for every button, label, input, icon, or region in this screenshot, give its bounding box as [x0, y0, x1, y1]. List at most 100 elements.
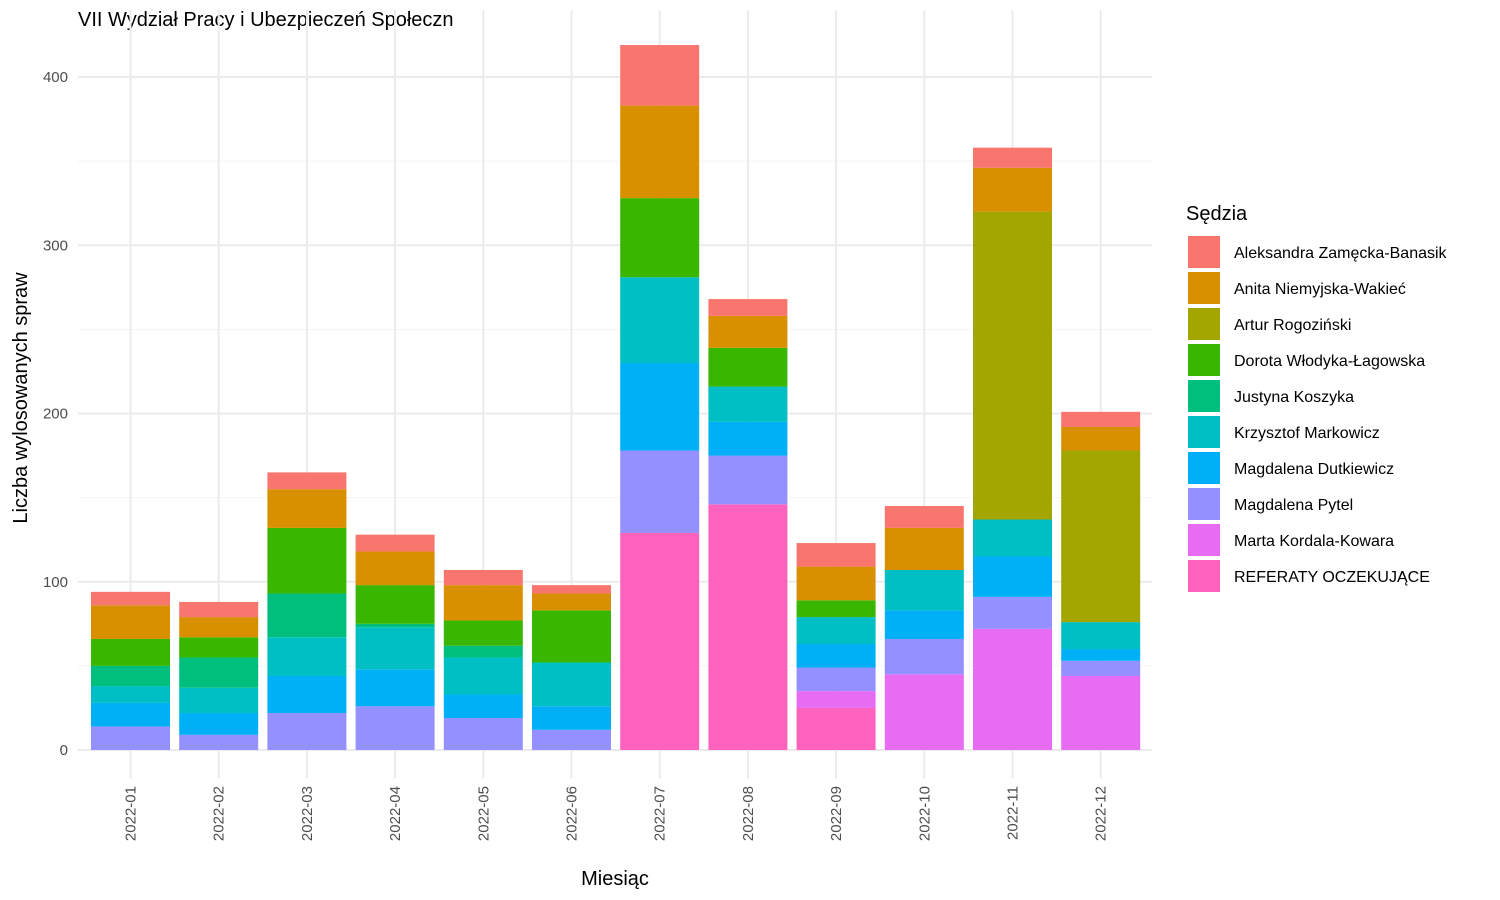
bar-segment: [973, 556, 1052, 597]
y-tick-label: 200: [43, 406, 68, 423]
legend-label: Magdalena Dutkiewicz: [1234, 461, 1394, 478]
y-tick-label: 300: [43, 237, 68, 254]
y-axis-title: Liczba wylosowanych spraw: [10, 272, 32, 524]
bars: [91, 45, 1141, 750]
bar-segment: [179, 637, 259, 658]
y-tick-label: 400: [43, 69, 68, 86]
bar-segment: [179, 734, 259, 750]
bar-segment: [267, 472, 347, 490]
x-tick-label: 2022-12: [1093, 786, 1110, 841]
bar-segment: [355, 706, 435, 750]
bar-segment: [620, 45, 700, 106]
x-tick-label: 2022-03: [299, 786, 316, 841]
legend-label: Anita Niemyjska-Wakieć: [1234, 281, 1406, 298]
x-tick-label: 2022-05: [475, 786, 492, 841]
legend-label: Krzysztof Markowicz: [1234, 425, 1380, 442]
bar-segment: [708, 504, 788, 750]
bar-segment: [620, 105, 700, 199]
bar-segment: [884, 674, 964, 750]
bar-segment: [267, 712, 347, 750]
bar-segment: [796, 566, 876, 601]
bar-segment: [443, 694, 523, 719]
legend-swatch: [1188, 344, 1220, 376]
x-axis-title: Miesiąc: [581, 868, 649, 890]
bar-segment: [884, 638, 964, 675]
chart-title: VII Wydział Pracy i Ubezpieczeń Społeczn: [78, 9, 454, 31]
bar-segment: [179, 687, 259, 713]
legend-label: Dorota Włodyka-Łagowska: [1234, 353, 1425, 370]
x-tick-label: 2022-10: [916, 786, 933, 841]
bar-segment: [620, 532, 700, 750]
legend-swatch: [1188, 416, 1220, 448]
bar-segment: [179, 657, 259, 688]
legend-label: Aleksandra Zamęcka-Banasik: [1234, 245, 1448, 262]
bar-segment: [355, 669, 435, 707]
bar-segment: [532, 585, 611, 594]
x-tick-label: 2022-04: [387, 786, 404, 841]
bar-segment: [532, 706, 611, 730]
legend-swatch: [1188, 452, 1220, 484]
bar-segment: [91, 686, 170, 703]
bar-segment: [1061, 450, 1141, 623]
legend-label: Marta Kordala-Kowara: [1234, 533, 1394, 550]
bar-segment: [532, 729, 611, 750]
bar-segment: [91, 702, 170, 727]
legend-swatch: [1188, 272, 1220, 304]
bar-segment: [708, 315, 788, 348]
bar-segment: [973, 211, 1052, 520]
bar-segment: [443, 569, 523, 586]
bar-segment: [708, 299, 788, 316]
bar-segment: [1061, 675, 1141, 750]
bar-segment: [884, 569, 964, 611]
bar-segment: [1061, 660, 1141, 676]
bar-segment: [620, 450, 700, 533]
bar-segment: [443, 620, 523, 646]
x-tick-label: 2022-08: [740, 786, 757, 841]
x-axis-ticks: 2022-01 2022-02 2022-03 2022-04 2022-05 2022-…: [123, 786, 1110, 841]
bar-segment: [355, 585, 435, 624]
bar-segment: [1061, 411, 1141, 427]
x-tick-label: 2022-09: [828, 786, 845, 841]
bar-segment: [973, 519, 1052, 557]
bar-segment: [267, 489, 347, 528]
bar-segment: [973, 147, 1052, 168]
legend: Aleksandra Zamęcka-Banasik Anita Niemyjsk…: [1188, 236, 1448, 592]
bar-segment: [355, 623, 435, 628]
bar-segment: [355, 534, 435, 552]
bar-segment: [267, 637, 347, 676]
y-axis-ticks: 0 100 200 300 400: [43, 69, 68, 759]
bar-segment: [443, 657, 523, 695]
bar-segment: [620, 277, 700, 364]
bar-segment: [884, 506, 964, 528]
legend-label: Artur Rogoziński: [1234, 317, 1351, 334]
legend-swatch: [1188, 380, 1220, 412]
bar-segment: [355, 627, 435, 670]
bar-segment: [973, 596, 1052, 629]
bar-segment: [91, 665, 170, 687]
bar-segment: [91, 591, 170, 606]
legend-swatch: [1188, 236, 1220, 268]
bar-segment: [973, 167, 1052, 212]
bar-segment: [532, 610, 611, 663]
y-tick-label: 0: [60, 742, 68, 759]
x-tick-label: 2022-02: [211, 786, 228, 841]
x-tick-label: 2022-06: [564, 786, 581, 841]
bar-segment: [796, 543, 876, 567]
bar-segment: [708, 347, 788, 387]
bar-segment: [179, 617, 259, 638]
x-tick-label: 2022-11: [1005, 786, 1022, 840]
bar-segment: [796, 617, 876, 645]
bar-segment: [179, 601, 259, 618]
bar-segment: [267, 527, 347, 594]
bar-segment: [1061, 622, 1141, 650]
bar-segment: [91, 726, 170, 750]
legend-label: REFERATY OCZEKUJĄCE: [1234, 569, 1430, 586]
bar-segment: [708, 421, 788, 456]
legend-title: Sędzia: [1186, 203, 1248, 225]
bar-segment: [267, 593, 347, 638]
x-tick-label: 2022-01: [123, 786, 140, 841]
bar-segment: [796, 707, 876, 750]
bar-segment: [708, 455, 788, 505]
bar-segment: [796, 667, 876, 692]
